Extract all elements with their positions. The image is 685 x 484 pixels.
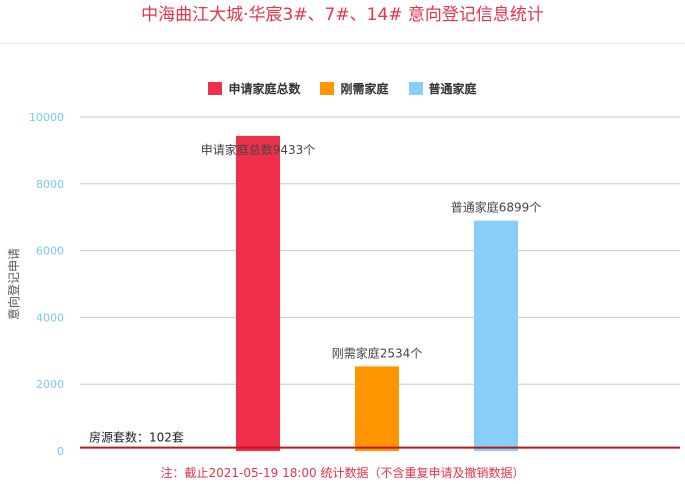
chart-title: 中海曲江大城·华宸3#、7#、14# 意向登记信息统计 — [141, 5, 544, 25]
title-divider — [0, 43, 685, 44]
legend: 申请家庭总数 刚需家庭 普通家庭 — [0, 80, 685, 97]
gridlines — [80, 116, 680, 385]
y-tick-label: 4000 — [36, 311, 64, 324]
bar-1 — [355, 366, 399, 451]
legend-swatch-ordinary — [408, 82, 423, 95]
bar-label-1: 刚需家庭2534个 — [332, 345, 423, 360]
legend-swatch-applications — [208, 82, 223, 95]
bar-2 — [474, 220, 518, 451]
legend-label-essential-need: 刚需家庭 — [340, 82, 389, 96]
threshold-label: 房源套数：102套 — [89, 430, 184, 445]
threshold: 房源套数：102套 — [80, 430, 680, 449]
y-tick-label: 8000 — [36, 178, 64, 191]
legend-item-essential-need[interactable]: 刚需家庭 — [320, 80, 389, 97]
y-tick-label: 6000 — [36, 245, 64, 258]
bar-label-2: 普通家庭6899个 — [451, 200, 542, 215]
y-tick-label: 10000 — [29, 111, 64, 124]
y-axis-ticks: 0 2000 4000 6000 8000 10000 — [29, 111, 64, 458]
legend-item-ordinary[interactable]: 普通家庭 — [408, 80, 477, 97]
bar-0 — [236, 135, 280, 451]
legend-label-ordinary: 普通家庭 — [428, 82, 477, 96]
y-axis-label: 意向登记申请 — [6, 248, 21, 320]
bar-label-0: 申请家庭总数9433个 — [201, 142, 316, 157]
y-tick-label: 0 — [57, 445, 64, 458]
y-tick-label: 2000 — [36, 378, 64, 391]
legend-label-applications: 申请家庭总数 — [228, 82, 301, 96]
footnote: 注：截止2021-05-19 18:00 统计数据（不含重复申请及撤销数据） — [160, 466, 525, 480]
legend-item-applications[interactable]: 申请家庭总数 — [208, 80, 300, 97]
bars — [236, 135, 518, 451]
legend-swatch-essential-need — [320, 82, 335, 95]
